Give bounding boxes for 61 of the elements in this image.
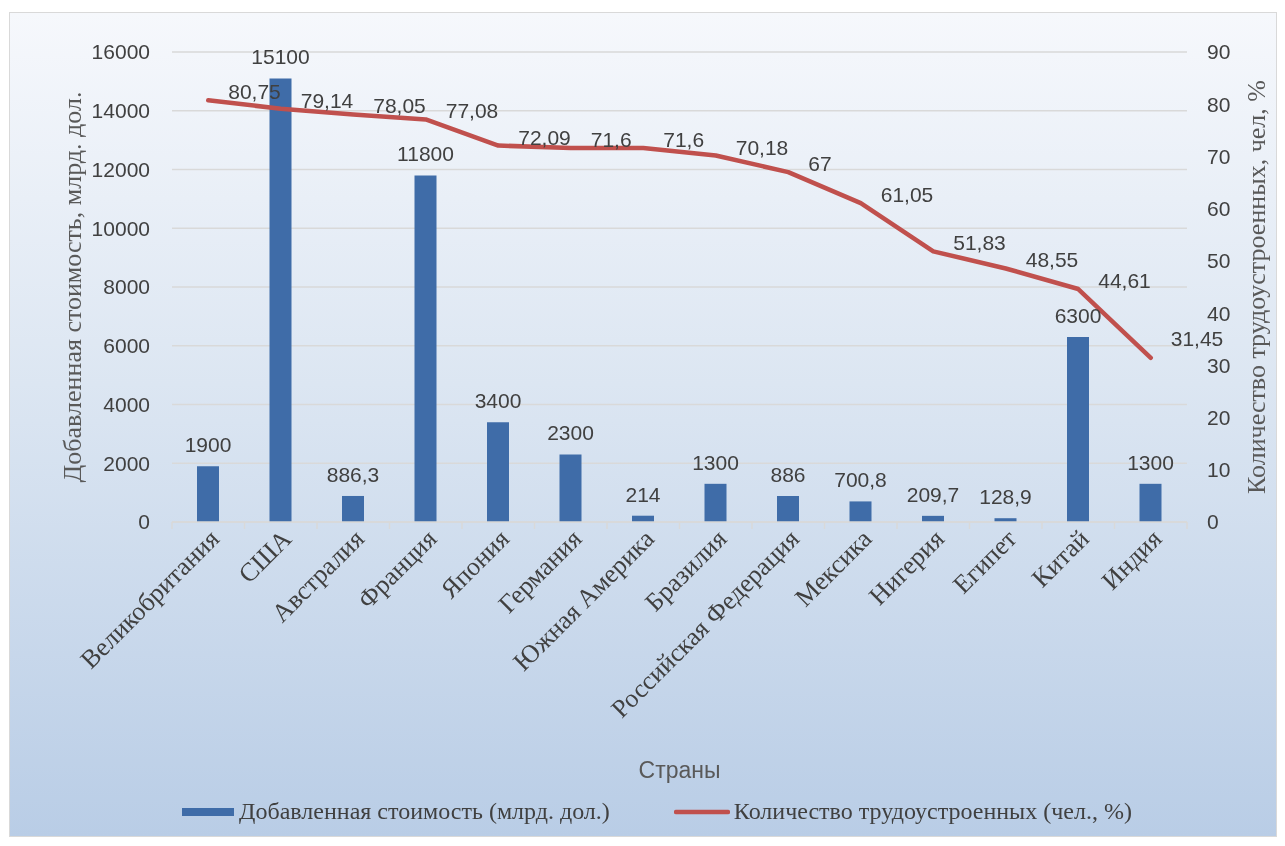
y2-tick-label: 10: [1207, 458, 1231, 482]
y2-tick-label: 80: [1207, 92, 1231, 116]
data-label: 78,05: [373, 93, 426, 117]
data-label: 3400: [474, 388, 522, 412]
data-label: 71,6: [663, 127, 705, 151]
data-label: 214: [625, 482, 661, 506]
x-axis-title: Страны: [638, 757, 721, 783]
data-label: 51,83: [953, 230, 1006, 254]
data-label: 70,18: [735, 135, 789, 158]
y-tick-label: 6000: [103, 334, 150, 358]
legend-label: Добавленная стоимость (млрд. дол.): [239, 798, 610, 825]
bar: [342, 495, 364, 522]
data-label: 77,08: [445, 98, 499, 122]
bar: [849, 501, 872, 522]
data-label: 700,8: [834, 467, 887, 491]
y-tick-label: 16000: [91, 40, 150, 64]
data-label: 2300: [547, 420, 594, 444]
data-label: 6300: [1054, 303, 1102, 327]
bar: [197, 466, 219, 522]
data-label: 128,9: [979, 484, 1032, 508]
data-label: 1900: [184, 432, 232, 456]
data-label: 31,45: [1170, 326, 1224, 350]
data-label: 44,61: [1098, 268, 1151, 292]
y2-axis-title: Количество трудоустроенных, чел, %: [1241, 80, 1271, 494]
data-label: 886: [770, 462, 806, 486]
bar: [1139, 483, 1162, 522]
bar: [414, 175, 437, 522]
data-label: 209,7: [906, 482, 960, 506]
data-label: 61,05: [880, 182, 934, 206]
y2-tick-label: 0: [1207, 510, 1219, 534]
y-axis-title: Добавленная стоимость, млрд. дол.: [57, 91, 87, 483]
y2-tick-label: 60: [1207, 197, 1231, 221]
bar: [777, 495, 799, 522]
y2-tick-label: 20: [1207, 406, 1231, 430]
y-tick-label: 0: [138, 510, 150, 534]
data-label: 1300: [692, 450, 739, 474]
data-label: 67: [808, 151, 832, 175]
bar: [487, 422, 509, 522]
data-label: 1300: [1127, 450, 1174, 474]
y2-tick-label: 50: [1207, 249, 1231, 273]
y-tick-label: 2000: [103, 451, 150, 475]
y2-tick-label: 30: [1207, 353, 1231, 377]
y-tick-label: 10000: [91, 216, 150, 240]
bar: [1067, 336, 1089, 522]
y-tick-label: 12000: [91, 157, 150, 181]
bar: [559, 454, 582, 522]
data-label: 11800: [397, 141, 454, 165]
data-label: 72,09: [518, 125, 571, 149]
legend-label: Количество трудоустроенных (чел., %): [733, 798, 1132, 825]
y-tick-label: 14000: [91, 99, 150, 123]
bar: [704, 483, 727, 522]
data-label: 48,55: [1025, 247, 1079, 271]
y2-tick-label: 70: [1207, 144, 1231, 168]
y2-tick-label: 40: [1207, 301, 1231, 325]
data-label: 886,3: [326, 462, 380, 486]
y-tick-label: 4000: [103, 392, 150, 416]
data-label: 15100: [251, 44, 310, 68]
y2-tick-label: 90: [1207, 40, 1231, 64]
data-label: 71,6: [590, 127, 632, 151]
y-tick-label: 8000: [103, 275, 150, 299]
data-label: 79,14: [300, 88, 354, 112]
